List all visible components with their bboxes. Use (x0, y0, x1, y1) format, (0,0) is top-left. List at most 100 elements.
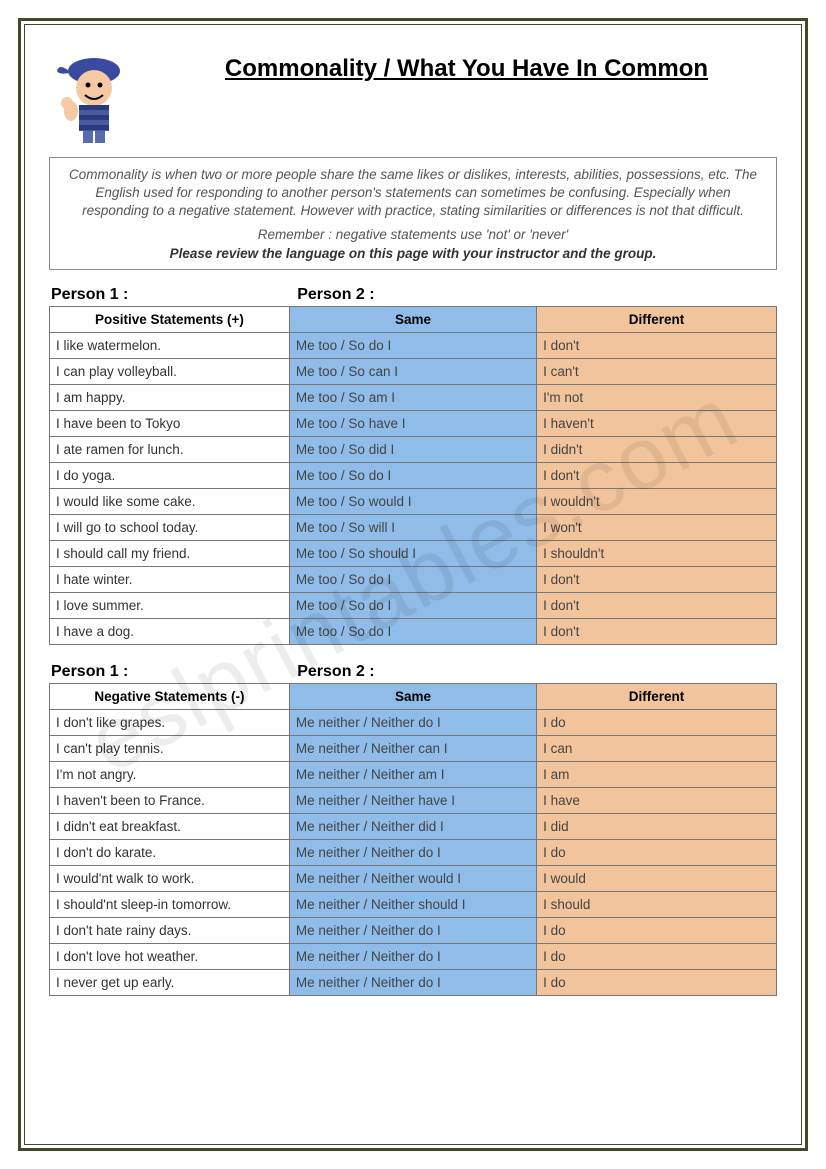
person1-label: Person 1 : (49, 286, 289, 304)
positive-stmt-cell: I do yoga. (50, 462, 290, 488)
table-row: I can't play tennis.Me neither / Neither… (50, 735, 777, 761)
positive-same-cell: Me too / So have I (289, 410, 536, 436)
positive-same-cell: Me too / So would I (289, 488, 536, 514)
positive-header-row: Positive Statements (+) Same Different (50, 306, 777, 332)
table-row: I don't love hot weather.Me neither / Ne… (50, 943, 777, 969)
table-row: I ate ramen for lunch.Me too / So did II… (50, 436, 777, 462)
negative-same-cell: Me neither / Neither have I (289, 787, 536, 813)
positive-diff-cell: I'm not (537, 384, 777, 410)
negative-diff-cell: I do (537, 943, 777, 969)
table-row: I would'nt walk to work.Me neither / Nei… (50, 865, 777, 891)
positive-section-labels: Person 1 : Person 2 : (49, 286, 777, 304)
header-row: Commonality / What You Have In Common (49, 43, 777, 143)
table-row: I love summer.Me too / So do II don't (50, 592, 777, 618)
positive-stmt-cell: I will go to school today. (50, 514, 290, 540)
negative-diff-cell: I can (537, 735, 777, 761)
negative-same-cell: Me neither / Neither do I (289, 709, 536, 735)
negative-same-cell: Me neither / Neither do I (289, 839, 536, 865)
negative-diff-cell: I do (537, 839, 777, 865)
negative-header-row: Negative Statements (-) Same Different (50, 683, 777, 709)
table-row: I haven't been to France.Me neither / Ne… (50, 787, 777, 813)
intro-remember: Remember : negative statements use 'not'… (62, 227, 764, 242)
table-row: I never get up early.Me neither / Neithe… (50, 969, 777, 995)
negative-stmt-cell: I didn't eat breakfast. (50, 813, 290, 839)
positive-stmt-cell: I would like some cake. (50, 488, 290, 514)
negative-same-cell: Me neither / Neither do I (289, 917, 536, 943)
negative-header-same: Same (289, 683, 536, 709)
negative-diff-cell: I do (537, 917, 777, 943)
table-row: I should'nt sleep-in tomorrow.Me neither… (50, 891, 777, 917)
positive-diff-cell: I wouldn't (537, 488, 777, 514)
negative-table: Negative Statements (-) Same Different I… (49, 683, 777, 996)
negative-header-diff: Different (537, 683, 777, 709)
positive-same-cell: Me too / So do I (289, 332, 536, 358)
table-row: I don't hate rainy days.Me neither / Nei… (50, 917, 777, 943)
negative-same-cell: Me neither / Neither can I (289, 735, 536, 761)
negative-stmt-cell: I don't love hot weather. (50, 943, 290, 969)
positive-diff-cell: I can't (537, 358, 777, 384)
inner-border: eslprintables.com (24, 24, 802, 1145)
positive-stmt-cell: I can play volleyball. (50, 358, 290, 384)
negative-diff-cell: I do (537, 969, 777, 995)
negative-stmt-cell: I'm not angry. (50, 761, 290, 787)
positive-stmt-cell: I have a dog. (50, 618, 290, 644)
intro-box: Commonality is when two or more people s… (49, 157, 777, 270)
positive-diff-cell: I won't (537, 514, 777, 540)
intro-instruction: Please review the language on this page … (62, 246, 764, 261)
negative-header-stmt: Negative Statements (-) (50, 683, 290, 709)
worksheet-page: eslprintables.com (0, 0, 826, 1169)
table-row: I like watermelon.Me too / So do II don'… (50, 332, 777, 358)
negative-diff-cell: I am (537, 761, 777, 787)
negative-stmt-cell: I don't do karate. (50, 839, 290, 865)
negative-stmt-cell: I don't hate rainy days. (50, 917, 290, 943)
negative-diff-cell: I have (537, 787, 777, 813)
table-row: I hate winter.Me too / So do II don't (50, 566, 777, 592)
positive-header-diff: Different (537, 306, 777, 332)
positive-diff-cell: I didn't (537, 436, 777, 462)
negative-diff-cell: I should (537, 891, 777, 917)
person1-label-2: Person 1 : (49, 663, 289, 681)
negative-same-cell: Me neither / Neither do I (289, 943, 536, 969)
negative-stmt-cell: I would'nt walk to work. (50, 865, 290, 891)
positive-same-cell: Me too / So should I (289, 540, 536, 566)
negative-same-cell: Me neither / Neither would I (289, 865, 536, 891)
table-row: I didn't eat breakfast.Me neither / Neit… (50, 813, 777, 839)
mascot-icon (49, 43, 144, 143)
positive-diff-cell: I shouldn't (537, 540, 777, 566)
table-row: I can play volleyball.Me too / So can II… (50, 358, 777, 384)
positive-stmt-cell: I am happy. (50, 384, 290, 410)
positive-diff-cell: I haven't (537, 410, 777, 436)
positive-stmt-cell: I should call my friend. (50, 540, 290, 566)
table-row: I have a dog.Me too / So do II don't (50, 618, 777, 644)
positive-diff-cell: I don't (537, 462, 777, 488)
negative-diff-cell: I did (537, 813, 777, 839)
positive-same-cell: Me too / So am I (289, 384, 536, 410)
negative-stmt-cell: I should'nt sleep-in tomorrow. (50, 891, 290, 917)
negative-same-cell: Me neither / Neither did I (289, 813, 536, 839)
negative-same-cell: Me neither / Neither do I (289, 969, 536, 995)
negative-same-cell: Me neither / Neither should I (289, 891, 536, 917)
positive-stmt-cell: I have been to Tokyo (50, 410, 290, 436)
intro-paragraph: Commonality is when two or more people s… (62, 166, 764, 221)
negative-diff-cell: I do (537, 709, 777, 735)
positive-diff-cell: I don't (537, 566, 777, 592)
positive-stmt-cell: I love summer. (50, 592, 290, 618)
positive-stmt-cell: I like watermelon. (50, 332, 290, 358)
positive-same-cell: Me too / So do I (289, 566, 536, 592)
positive-diff-cell: I don't (537, 618, 777, 644)
positive-same-cell: Me too / So do I (289, 618, 536, 644)
positive-same-cell: Me too / So do I (289, 462, 536, 488)
positive-stmt-cell: I hate winter. (50, 566, 290, 592)
negative-stmt-cell: I haven't been to France. (50, 787, 290, 813)
positive-diff-cell: I don't (537, 592, 777, 618)
positive-same-cell: Me too / So did I (289, 436, 536, 462)
negative-stmt-cell: I can't play tennis. (50, 735, 290, 761)
positive-same-cell: Me too / So will I (289, 514, 536, 540)
table-row: I should call my friend.Me too / So shou… (50, 540, 777, 566)
table-row: I don't like grapes.Me neither / Neither… (50, 709, 777, 735)
table-row: I will go to school today.Me too / So wi… (50, 514, 777, 540)
page-title: Commonality / What You Have In Common (156, 43, 777, 83)
positive-stmt-cell: I ate ramen for lunch. (50, 436, 290, 462)
negative-stmt-cell: I don't like grapes. (50, 709, 290, 735)
negative-stmt-cell: I never get up early. (50, 969, 290, 995)
